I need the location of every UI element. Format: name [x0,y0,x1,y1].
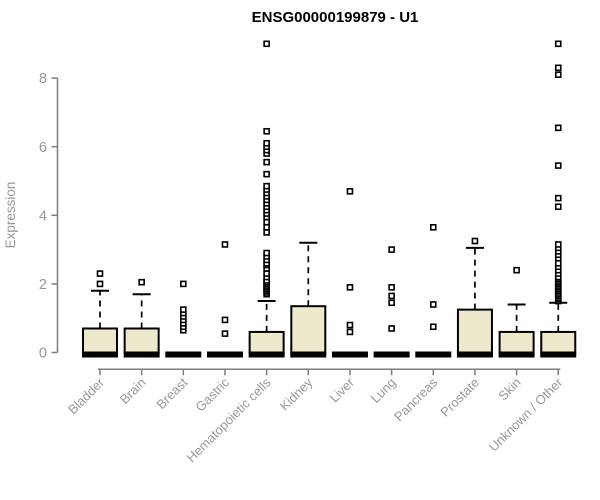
outlier-point [388,284,395,291]
outlier-point [263,40,270,48]
outlier-point [346,284,354,291]
box-group-kidney [290,241,327,358]
x-tick-label: Kidney [277,374,316,413]
x-tick-label: Liver [327,374,358,405]
median-line [373,351,410,358]
boxplot-series-layer [82,40,577,358]
x-tick-label: Brain [117,375,149,407]
outlier-point [388,325,395,332]
outlier-point [263,249,270,257]
median-line [331,351,368,358]
chart-title: ENSG00000199879 - U1 [252,9,419,26]
y-tick-label: 4 [39,208,47,224]
outlier-point [554,260,562,267]
outlier-point [429,301,437,308]
y-tick-label: 8 [39,71,47,87]
outlier-point [263,139,270,147]
median-line [498,351,535,358]
median-line [165,351,202,358]
box-group-lung [373,246,410,358]
outlier-point [346,328,354,336]
outlier-point [346,187,354,195]
x-tick-label: Unknown / Other [486,374,566,454]
outlier-point [221,330,229,337]
box-group-bladder [82,270,118,358]
box-group-unknown-other [540,40,577,358]
median-line [248,351,285,358]
median-line [456,351,493,358]
box-rect [82,327,118,354]
box-rect [498,330,535,354]
box-group-gastric [206,241,243,358]
box-rect [456,308,493,354]
median-line [123,351,160,358]
median-line [82,351,118,358]
median-line [415,351,452,358]
outlier-point [554,64,562,72]
outlier-point [180,280,187,288]
box-rect [248,330,285,354]
outlier-point [263,224,270,231]
outlier-point [554,162,562,169]
outlier-point [96,270,104,277]
outlier-point [263,127,270,135]
box-group-liver [331,187,368,358]
x-tick-label: Gastric [192,374,232,414]
outlier-point [221,241,229,248]
box-rect [540,330,577,354]
x-tick-label: Pancreas [391,374,441,424]
outlier-point [263,270,270,277]
outlier-point [554,194,562,202]
box-group-brain [123,278,160,358]
box-group-pancreas [415,224,452,358]
median-line [206,351,243,358]
outlier-point [471,237,479,245]
outlier-point [263,170,270,178]
box-rect [123,327,160,354]
outlier-point [554,71,562,78]
outlier-point [554,203,562,211]
box-rect [290,305,327,354]
outlier-point [138,278,145,286]
x-tick-label: Bladder [65,374,108,417]
outlier-point [263,182,270,190]
box-group-breast [165,280,202,358]
median-line [540,351,577,358]
outlier-point [554,241,562,248]
outlier-point [263,218,270,226]
outlier-point [554,40,562,48]
outlier-point [263,229,270,236]
outlier-point [180,306,187,313]
outlier-point [429,224,437,231]
y-tick-label: 6 [39,140,47,156]
outlier-point [513,266,520,274]
outlier-point [346,321,354,329]
outlier-point [96,280,104,288]
outlier-point [429,323,437,331]
x-tick-label: Lung [368,375,399,406]
y-tick-label: 0 [39,346,47,362]
x-tick-label: Skin [495,375,523,403]
outlier-point [554,124,562,132]
x-tick-label: Prostate [437,375,482,420]
y-tick-label: 2 [39,277,47,293]
outlier-point [221,316,229,324]
y-axis-title: Expression [3,182,18,249]
box-group-hematopoietic-cells [248,40,285,358]
outlier-point [388,292,395,300]
outlier-point [263,158,270,166]
median-line [290,351,327,358]
outlier-point [388,299,395,307]
box-group-skin [498,266,535,358]
x-tick-label: Breast [153,375,190,412]
box-group-prostate [456,237,493,358]
outlier-point [388,246,395,253]
